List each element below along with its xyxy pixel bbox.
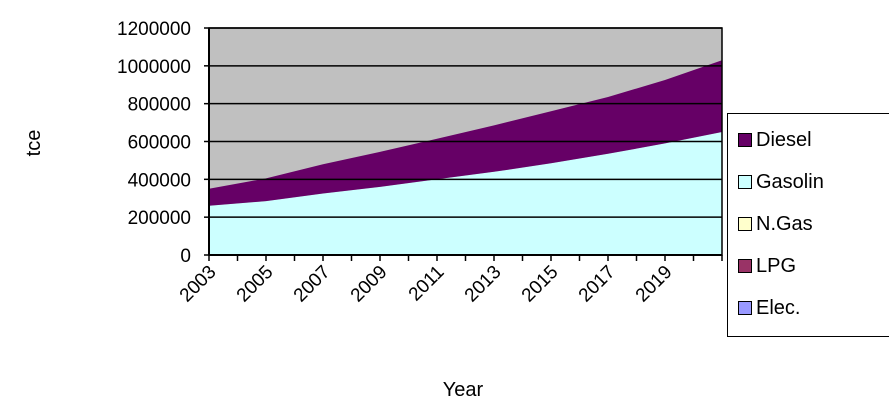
x-tick-label: 2005 bbox=[233, 262, 278, 307]
area-series-group bbox=[209, 60, 722, 255]
y-tick-label: 1000000 bbox=[117, 57, 191, 78]
legend-item-lpg: LPG bbox=[738, 254, 796, 278]
x-tick-label: 2015 bbox=[518, 262, 563, 307]
legend-label: Diesel bbox=[756, 128, 812, 151]
area-gasolin bbox=[209, 132, 722, 255]
x-tick-label: 2019 bbox=[632, 262, 677, 307]
legend: Diesel Gasolin N.Gas LPG Elec. bbox=[727, 113, 889, 337]
y-tick-label: 400000 bbox=[128, 170, 191, 191]
x-tick-label: 2017 bbox=[575, 262, 620, 307]
x-tick-label: 2003 bbox=[176, 262, 221, 307]
area-diesel bbox=[209, 60, 722, 206]
x-tick-label: 2011 bbox=[405, 262, 449, 306]
x-tick-label: 2007 bbox=[290, 262, 335, 307]
x-axis-title: Year bbox=[443, 379, 484, 401]
legend-swatch bbox=[738, 301, 752, 315]
y-tick-label: 0 bbox=[180, 246, 191, 267]
y-tick-label: 600000 bbox=[128, 133, 191, 154]
legend-swatch bbox=[738, 133, 752, 147]
legend-swatch bbox=[738, 217, 752, 231]
legend-swatch bbox=[738, 259, 752, 273]
legend-item-diesel: Diesel bbox=[738, 128, 812, 152]
legend-label: Elec. bbox=[756, 296, 801, 319]
legend-item-gasolin: Gasolin bbox=[738, 170, 824, 194]
x-tick-label: 2009 bbox=[347, 262, 392, 307]
axes bbox=[204, 27, 723, 261]
y-axis-title: tce bbox=[23, 130, 45, 157]
y-tick-labels: 0 200000 400000 600000 800000 1000000 1200000 bbox=[117, 19, 191, 267]
legend-label: Gasolin bbox=[756, 170, 824, 193]
y-tick-label: 800000 bbox=[128, 95, 191, 116]
y-tick-label: 1200000 bbox=[117, 19, 191, 40]
x-tick-labels: 2003 2005 2007 2009 2011 2013 2015 2017 2019 bbox=[176, 262, 677, 307]
legend-item-elec: Elec. bbox=[738, 296, 800, 320]
y-tick-label: 200000 bbox=[128, 208, 191, 229]
legend-label: N.Gas bbox=[756, 212, 813, 235]
legend-item-n-gas: N.Gas bbox=[738, 212, 813, 236]
legend-label: LPG bbox=[756, 254, 797, 277]
legend-swatch bbox=[738, 175, 752, 189]
x-tick-label: 2013 bbox=[461, 262, 506, 307]
